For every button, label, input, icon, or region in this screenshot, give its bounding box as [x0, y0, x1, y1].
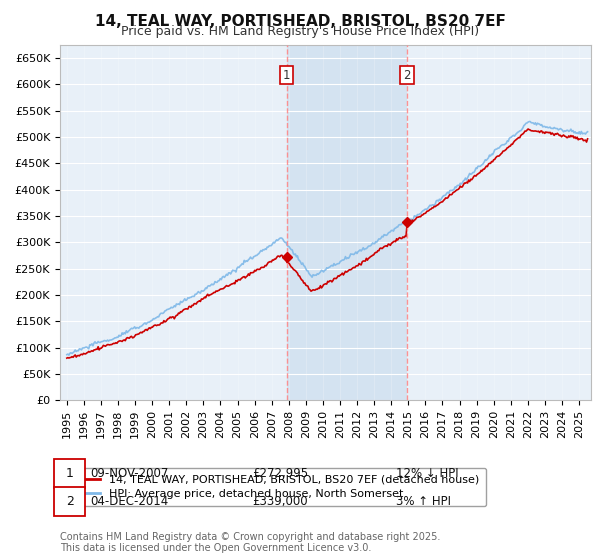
Text: 14, TEAL WAY, PORTISHEAD, BRISTOL, BS20 7EF: 14, TEAL WAY, PORTISHEAD, BRISTOL, BS20 … — [95, 14, 505, 29]
Text: 2: 2 — [403, 68, 411, 82]
Text: 1: 1 — [65, 466, 74, 480]
Bar — [287, 45, 407, 400]
Legend: 14, TEAL WAY, PORTISHEAD, BRISTOL, BS20 7EF (detached house), HPI: Average price: 14, TEAL WAY, PORTISHEAD, BRISTOL, BS20 … — [65, 468, 486, 506]
Text: 1: 1 — [283, 68, 290, 82]
Text: 04-DEC-2014: 04-DEC-2014 — [90, 494, 168, 508]
Text: 3% ↑ HPI: 3% ↑ HPI — [396, 494, 451, 508]
Text: 2: 2 — [65, 494, 74, 508]
Text: 09-NOV-2007: 09-NOV-2007 — [90, 466, 169, 480]
Text: Contains HM Land Registry data © Crown copyright and database right 2025.
This d: Contains HM Land Registry data © Crown c… — [60, 531, 440, 553]
Text: £339,000: £339,000 — [252, 494, 308, 508]
Text: £272,995: £272,995 — [252, 466, 308, 480]
Text: Price paid vs. HM Land Registry's House Price Index (HPI): Price paid vs. HM Land Registry's House … — [121, 25, 479, 38]
Text: 12% ↓ HPI: 12% ↓ HPI — [396, 466, 458, 480]
